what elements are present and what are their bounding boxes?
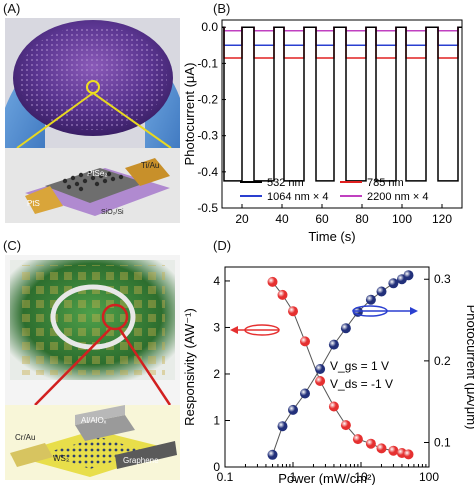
x-tick-label: 10	[354, 470, 368, 484]
panel-label-a: (A)	[3, 1, 21, 16]
photocurrent-point-4	[315, 364, 326, 374]
responsivity-point-9	[376, 443, 387, 454]
tiau-contact	[125, 158, 170, 186]
y-tick-label: -0.5	[197, 201, 218, 215]
y-tick-label: -0.1	[197, 56, 218, 70]
gate-block	[75, 415, 135, 441]
label-ws2: WS₂	[53, 454, 69, 463]
chart-b-xlabel: Time (s)	[308, 229, 355, 244]
label-graphene: Graphene	[123, 456, 159, 465]
zoom-line-right	[92, 92, 172, 149]
y-tick-label: 0.0	[201, 20, 218, 34]
y-tick-label: -0.3	[197, 129, 218, 143]
photocurrent-point-1	[277, 421, 288, 432]
photocurrent-point-10	[388, 278, 399, 289]
responsivity-power-chart: 0.1 1 10 100 0 1 2 3 4 0.1 0.2 0.3 Power (mW/cm²) R…	[182, 266, 474, 485]
chart-d-frame	[224, 266, 430, 468]
x-tick-label: 20	[235, 212, 249, 226]
chart-b-ylabel: Photocurrent (μA)	[182, 63, 197, 166]
y-right-tick-label: 0.2	[434, 354, 451, 368]
x-tick-label: 1	[290, 470, 297, 484]
photocurrent-point-8	[365, 294, 376, 305]
zoom-line-left	[16, 92, 94, 149]
series-line-0	[222, 26, 462, 182]
panel-label-b: (B)	[213, 1, 231, 16]
panel-c-image: Al/AlOₓ Cr/Au WS₂ Graphene	[5, 255, 180, 480]
y-right-tick-label: 0.1	[434, 436, 451, 450]
panel-label-d: (D)	[213, 238, 232, 253]
chart-d-ylabel-right: Photocurrent (μA/μm)	[464, 305, 474, 430]
responsivity-point-8	[365, 438, 376, 449]
label-ptse2: PtSe₂	[87, 169, 107, 178]
gate-top	[75, 405, 125, 425]
chip-pads	[20, 265, 165, 375]
photocurrent-point-5	[328, 339, 339, 350]
x-tick-label: 60	[315, 212, 329, 226]
legend-label-3: 2200 nm × 4	[367, 191, 428, 203]
photocurrent-point-3	[300, 388, 310, 399]
chart-d-xlabel: Power (mW/cm²)	[278, 471, 376, 485]
pts-contact	[25, 186, 63, 214]
y-tick-label: -0.4	[197, 165, 218, 179]
red-arrow-head	[230, 326, 238, 334]
zoom-line-c-right	[117, 327, 172, 406]
y-left-tick-label: 1	[213, 413, 220, 427]
panel-a-image: PtSe₂ Ti/Au PtS SiO₂/Si	[5, 18, 180, 223]
responsivity-point-6	[340, 420, 351, 431]
chart-d-ylabel-left: Responsivity (AW⁻¹)	[182, 308, 197, 426]
x-tick-label: 0.1	[217, 470, 234, 484]
annotation-vgs: V_gs = 1 V	[330, 359, 389, 373]
annotation-vds: V_ds = -1 V	[330, 377, 393, 391]
responsivity-point-2	[288, 306, 298, 317]
responsivity-point-1	[277, 289, 288, 300]
axis-arrows	[230, 305, 418, 336]
responsivity-point-0	[267, 276, 278, 287]
label-sio2: SiO₂/Si	[101, 209, 124, 216]
y-left-tick-label: 2	[213, 367, 220, 381]
photocurrent-point-0	[267, 449, 278, 460]
label-tiau: Ti/Au	[141, 161, 159, 170]
photocurrent-point-12	[403, 270, 414, 281]
wafer-pattern	[19, 26, 167, 130]
legend-label-2: 1064 nm × 4	[267, 191, 328, 203]
y-left-tick-label: 0	[213, 460, 220, 474]
y-tick-label: -0.2	[197, 93, 218, 107]
responsivity-point-12	[403, 449, 414, 460]
ws2-layer	[45, 437, 145, 469]
label-crau: Cr/Au	[15, 433, 35, 442]
photocurrent-point-6	[340, 323, 351, 334]
y-right-tick-label: 0.3	[434, 272, 451, 286]
graphene-strip	[115, 441, 177, 469]
responsivity-point-5	[328, 401, 339, 412]
x-tick-label: 40	[275, 212, 289, 226]
cr-au-contact	[10, 443, 53, 467]
responsivity-point-3	[300, 336, 310, 347]
legend-label-0: 532 nm	[267, 177, 304, 189]
responsivity-point-10	[388, 445, 399, 456]
panel-label-c: (C)	[3, 238, 22, 253]
x-tick-label: 100	[392, 212, 412, 226]
atom-lattice	[62, 170, 124, 192]
x-tick-label: 120	[432, 212, 452, 226]
legend-label-1: 785 nm	[367, 177, 404, 189]
zoom-line-c-left	[34, 327, 112, 406]
photocurrent-point-2	[288, 404, 298, 415]
responsivity-point-4	[315, 376, 326, 386]
chart-b-frame	[221, 19, 463, 209]
label-alalo: Al/AlOₓ	[81, 416, 107, 425]
label-pts: PtS	[27, 199, 40, 208]
x-tick-label: 100	[419, 470, 439, 484]
photocurrent-time-chart: 0.0 -0.1 -0.2 -0.3 -0.4 -0.5 20 40 60 80 100 120 5…	[182, 19, 463, 244]
y-left-tick-label: 3	[213, 320, 220, 334]
blue-arrow-head	[410, 307, 418, 315]
x-tick-label: 80	[355, 212, 369, 226]
y-left-tick-label: 4	[213, 274, 220, 288]
photocurrent-point-9	[376, 286, 387, 297]
responsivity-point-7	[352, 434, 363, 445]
zoom-circle-c	[101, 303, 129, 331]
